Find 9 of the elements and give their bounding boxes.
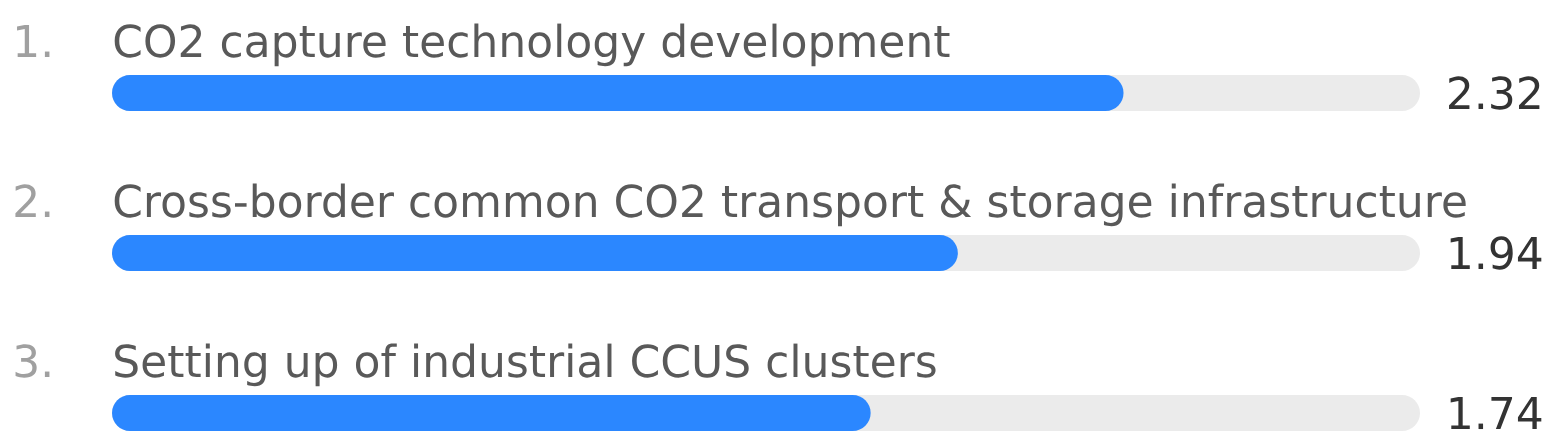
data-label: 1.94 xyxy=(1450,236,1542,270)
y-tick-label: CO2 capture technology development xyxy=(114,23,950,67)
text: 2. xyxy=(15,184,50,217)
data-label: 1.74 xyxy=(1450,396,1542,430)
text: 3. xyxy=(15,344,50,378)
data-label: 2.32 xyxy=(1449,76,1540,110)
text: 1. xyxy=(17,24,50,57)
y-tick-label: Setting up of industrial CCUS clusters xyxy=(115,343,936,387)
y-tick-label: Cross-border common CO2 transport & storage infrastructure xyxy=(114,183,1466,227)
